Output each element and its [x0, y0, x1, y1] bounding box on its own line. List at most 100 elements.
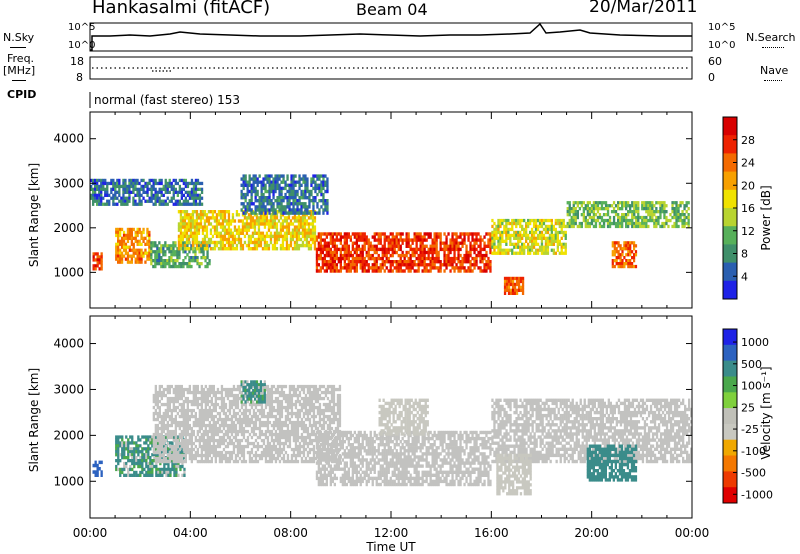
- cpid-text: normal (fast stereo) 153: [94, 93, 240, 107]
- scatter-cell: [170, 259, 173, 263]
- scatter-cell: [160, 193, 163, 197]
- scatter-cell: [199, 219, 203, 223]
- scatter-cell: [169, 467, 172, 472]
- scatter-cell: [355, 260, 358, 264]
- scatter-cell: [246, 435, 250, 440]
- scatter-cell: [517, 239, 520, 243]
- scatter-cell: [457, 256, 460, 261]
- scatter-cell: [251, 240, 255, 245]
- scatter-cell: [130, 242, 133, 246]
- scatter-cell: [102, 196, 105, 200]
- scatter-cell: [202, 393, 205, 398]
- scatter-cell: [572, 207, 575, 211]
- scatter-cell: [310, 180, 313, 184]
- scatter-cell: [206, 399, 209, 404]
- scatter-cell: [568, 207, 571, 211]
- scatter-cell: [199, 213, 203, 217]
- scatter-cell: [204, 405, 207, 410]
- colorbar-segment: [723, 117, 737, 136]
- scatter-cell: [196, 447, 199, 452]
- scatter-cell: [126, 202, 129, 206]
- scatter-cell: [200, 262, 203, 266]
- scatter-cell: [667, 218, 670, 223]
- scatter-cell: [611, 259, 614, 263]
- scatter-cell: [663, 207, 666, 211]
- scatter-cell: [322, 180, 325, 184]
- scatter-cell: [177, 225, 181, 229]
- scatter-cell: [687, 213, 690, 217]
- scatter-cell: [228, 438, 232, 443]
- scatter-cell: [373, 266, 376, 270]
- scatter-cell: [206, 429, 209, 434]
- scatter-cell: [385, 253, 388, 258]
- scatter-cell: [505, 279, 509, 284]
- scatter-cell: [275, 234, 279, 239]
- scatter-cell: [191, 225, 195, 229]
- scatter-cell: [499, 236, 502, 240]
- scatter-cell: [312, 174, 315, 178]
- scatter-cell: [266, 208, 269, 212]
- scatter-cell: [130, 254, 133, 258]
- scatter-cell: [317, 241, 320, 245]
- scatter-cell: [250, 459, 254, 464]
- scatter-cell: [631, 213, 634, 217]
- scatter-cell: [214, 402, 217, 407]
- scatter-cell: [116, 202, 119, 206]
- scatter-cell: [590, 210, 594, 214]
- scatter-cell: [529, 221, 532, 226]
- scatter-cell: [285, 216, 289, 220]
- scatter-cell: [489, 263, 492, 267]
- scatter-cell: [224, 393, 228, 398]
- scatter-cell: [276, 174, 279, 178]
- scatter-cell: [214, 408, 217, 413]
- scatter-cell: [204, 393, 207, 398]
- scatter-cell: [619, 201, 622, 205]
- scatter-cell: [291, 234, 295, 239]
- scatter-cell: [133, 459, 136, 463]
- scatter-cell: [156, 396, 159, 401]
- scatter-cell: [495, 227, 498, 232]
- scatter-cell: [184, 420, 187, 425]
- scatter-cell: [313, 219, 317, 223]
- scatter-cell: [301, 216, 305, 220]
- scatter-cell: [313, 237, 317, 242]
- scatter-cell: [659, 207, 662, 211]
- scatter-cell: [341, 235, 344, 239]
- scatter-cell: [255, 219, 259, 223]
- scatter-cell: [192, 414, 195, 419]
- scatter-cell: [194, 178, 198, 183]
- scatter-cell: [269, 216, 273, 220]
- scatter-cell: [375, 260, 378, 264]
- scatter-cell: [176, 441, 179, 446]
- scatter-cell: [544, 245, 548, 249]
- scatter-cell: [345, 269, 348, 273]
- scatter-cell: [659, 215, 662, 220]
- scatter-cell: [199, 225, 203, 229]
- scatter-cell: [216, 396, 220, 401]
- scatter-cell: [641, 215, 644, 220]
- scatter-cell: [130, 248, 133, 252]
- scatter-cell: [532, 230, 536, 235]
- scatter-cell: [94, 199, 97, 203]
- scatter-cell: [248, 202, 251, 206]
- scatter-cell: [417, 256, 420, 261]
- scatter-cell: [509, 233, 512, 238]
- scatter-cell: [158, 178, 161, 183]
- scatter-cell: [222, 447, 226, 452]
- scatter-cell: [250, 202, 253, 206]
- scatter-cell: [623, 201, 626, 205]
- scatter-cell: [295, 243, 299, 248]
- scatter-cell: [292, 208, 295, 212]
- scatter-cell: [297, 225, 301, 229]
- scatter-cell: [314, 180, 317, 184]
- scatter-cell: [234, 426, 238, 431]
- scatter-cell: [187, 228, 191, 232]
- scatter-cell: [186, 447, 189, 452]
- scatter-cell: [614, 213, 618, 217]
- scatter-cell: [186, 390, 189, 395]
- scatter-cell: [161, 473, 164, 477]
- scatter-cell: [255, 237, 259, 242]
- scatter-cell: [287, 216, 291, 220]
- scatter-cell: [222, 396, 226, 401]
- scatter-cell: [146, 242, 149, 246]
